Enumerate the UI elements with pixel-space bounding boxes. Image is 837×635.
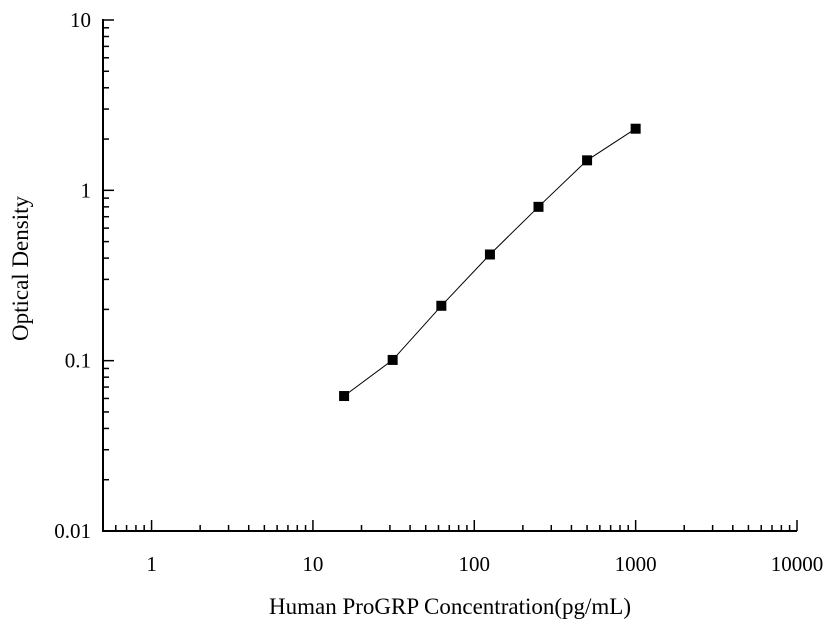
y-tick-label: 0.1 (65, 349, 91, 373)
y-tick-label: 0.01 (54, 519, 91, 543)
data-point (387, 354, 398, 365)
series (339, 123, 641, 402)
x-axis-title: Human ProGRP Concentration(pg/mL) (269, 594, 631, 619)
y-axis-title: Optical Density (8, 196, 33, 341)
x-tick-label: 10 (302, 552, 323, 576)
data-point (339, 391, 350, 402)
axes (102, 19, 797, 532)
x-tick-label: 1000 (615, 552, 657, 576)
x-tick-label: 10000 (771, 552, 824, 576)
ticks (102, 19, 798, 532)
data-point (533, 201, 544, 212)
x-tick-label: 1 (146, 552, 157, 576)
data-point (436, 300, 447, 311)
data-point (484, 249, 495, 260)
data-point (630, 123, 641, 134)
tick-labels: 1 10 100 1000 10000 0.01 0.1 1 10 (54, 8, 823, 576)
y-tick-label: 1 (81, 178, 92, 202)
x-tick-label: 100 (459, 552, 491, 576)
data-point (582, 155, 593, 166)
y-tick-label: 10 (70, 8, 91, 32)
